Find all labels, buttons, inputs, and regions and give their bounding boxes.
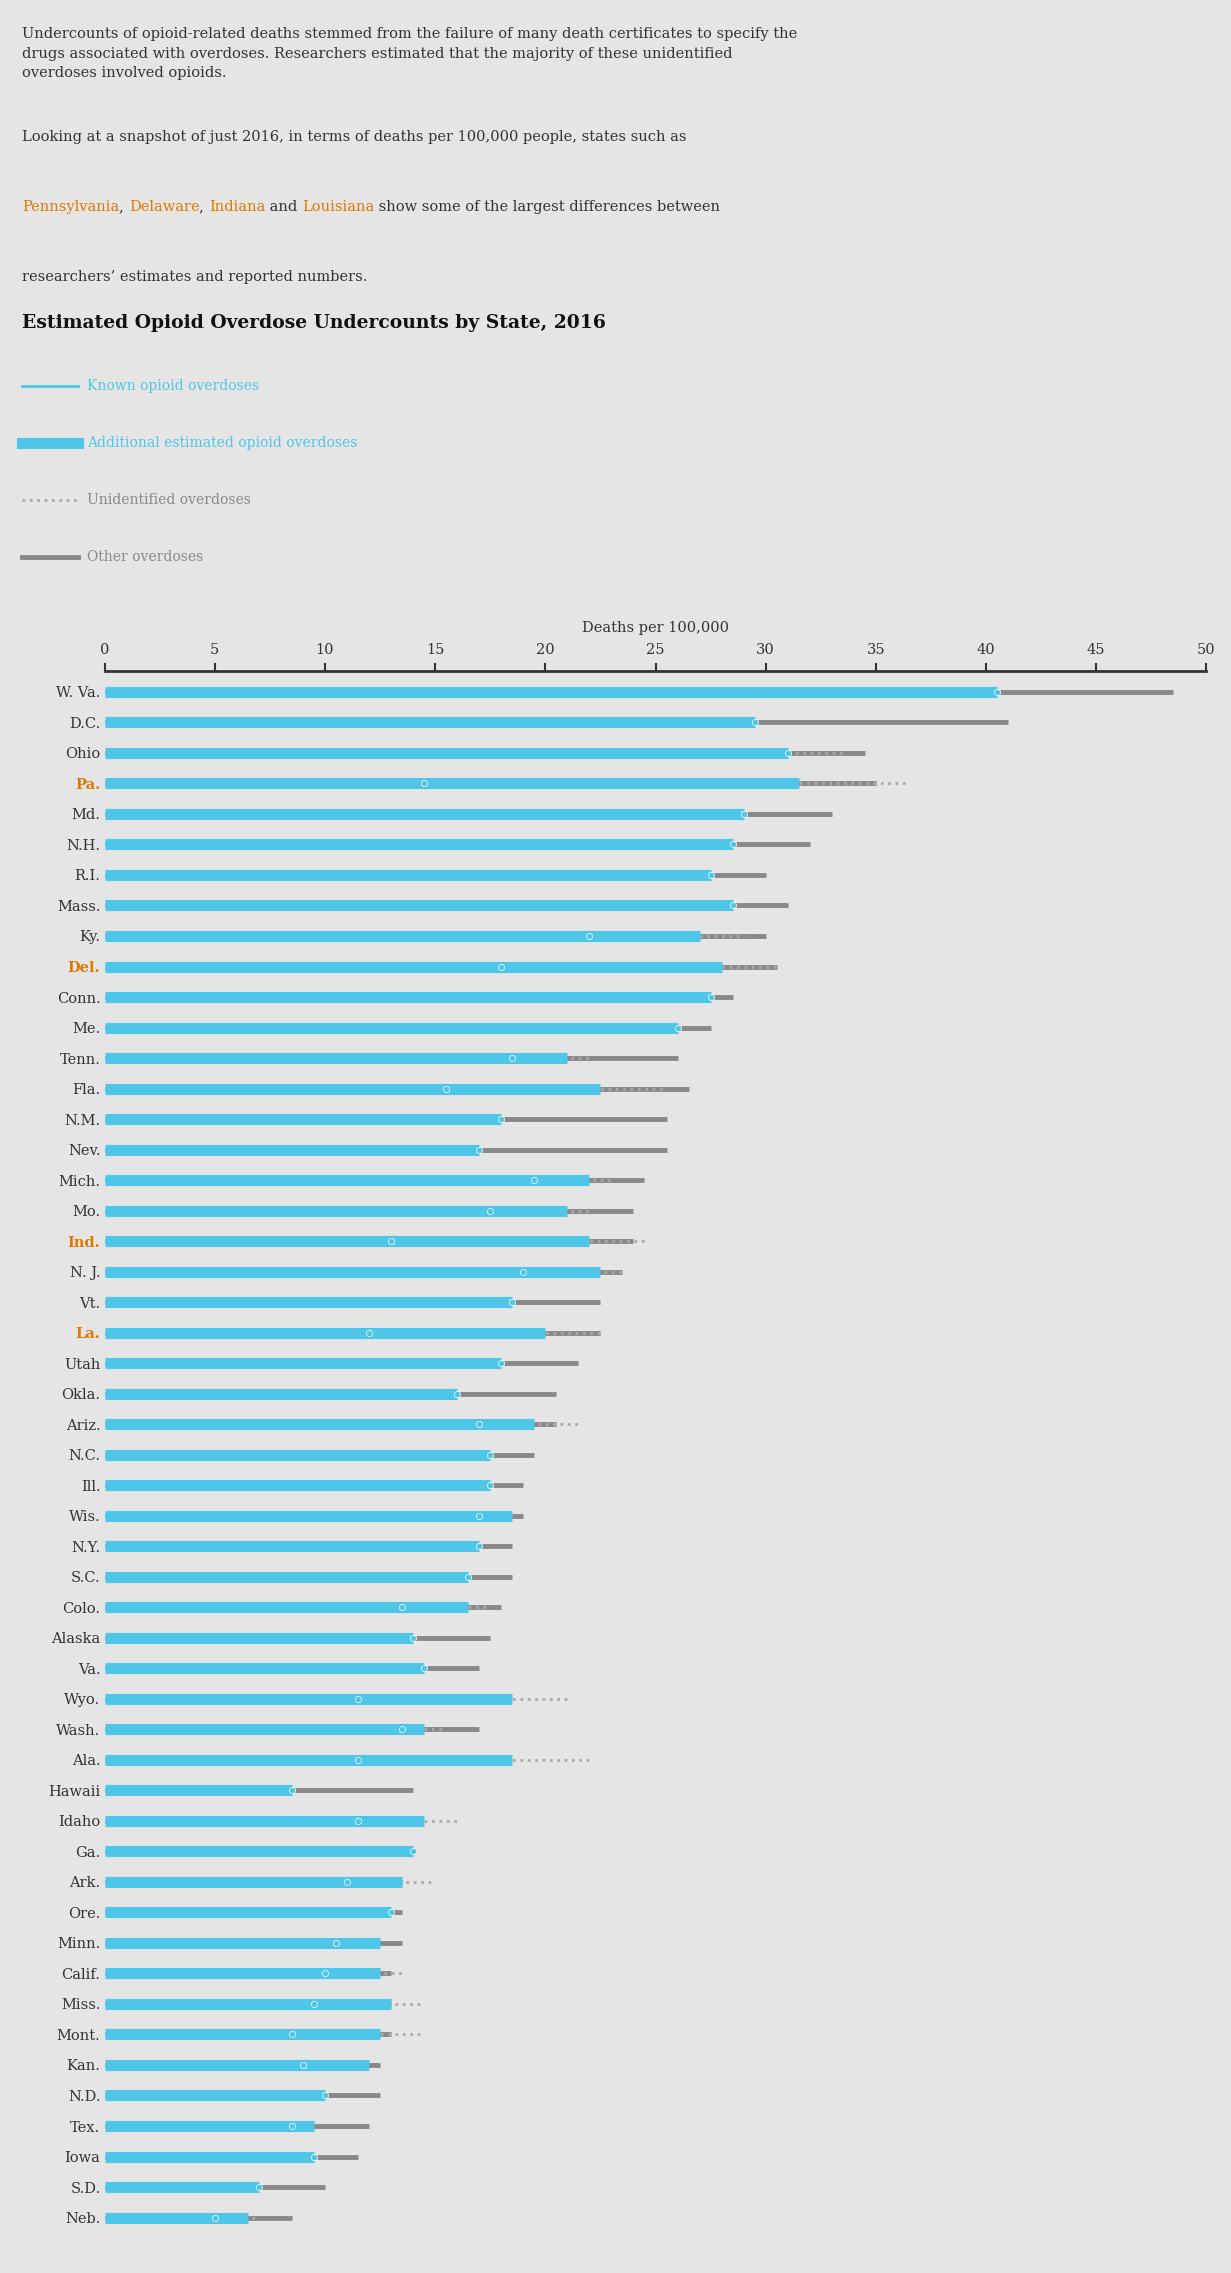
Text: Delaware: Delaware [129,200,199,214]
Text: show some of the largest differences between: show some of the largest differences bet… [374,200,720,214]
Text: Pennsylvania: Pennsylvania [22,200,119,214]
X-axis label: Deaths per 100,000: Deaths per 100,000 [582,621,729,634]
Text: Additional estimated opioid overdoses: Additional estimated opioid overdoses [87,436,358,450]
Text: Known opioid overdoses: Known opioid overdoses [87,380,260,393]
Text: Undercounts of opioid-related deaths stemmed from the failure of many death cert: Undercounts of opioid-related deaths ste… [22,27,798,80]
Text: Estimated Opioid Overdose Undercounts by State, 2016: Estimated Opioid Overdose Undercounts by… [22,314,606,332]
Text: Unidentified overdoses: Unidentified overdoses [87,493,251,507]
Text: Looking at a snapshot of just 2016, in terms of deaths per 100,000 people, state: Looking at a snapshot of just 2016, in t… [22,130,687,143]
Text: and: and [265,200,302,214]
Text: ,: , [199,200,209,214]
Text: ,: , [119,200,129,214]
Text: Indiana: Indiana [209,200,265,214]
Text: Other overdoses: Other overdoses [87,550,203,564]
Text: researchers’ estimates and reported numbers.: researchers’ estimates and reported numb… [22,270,368,284]
Text: Louisiana: Louisiana [302,200,374,214]
